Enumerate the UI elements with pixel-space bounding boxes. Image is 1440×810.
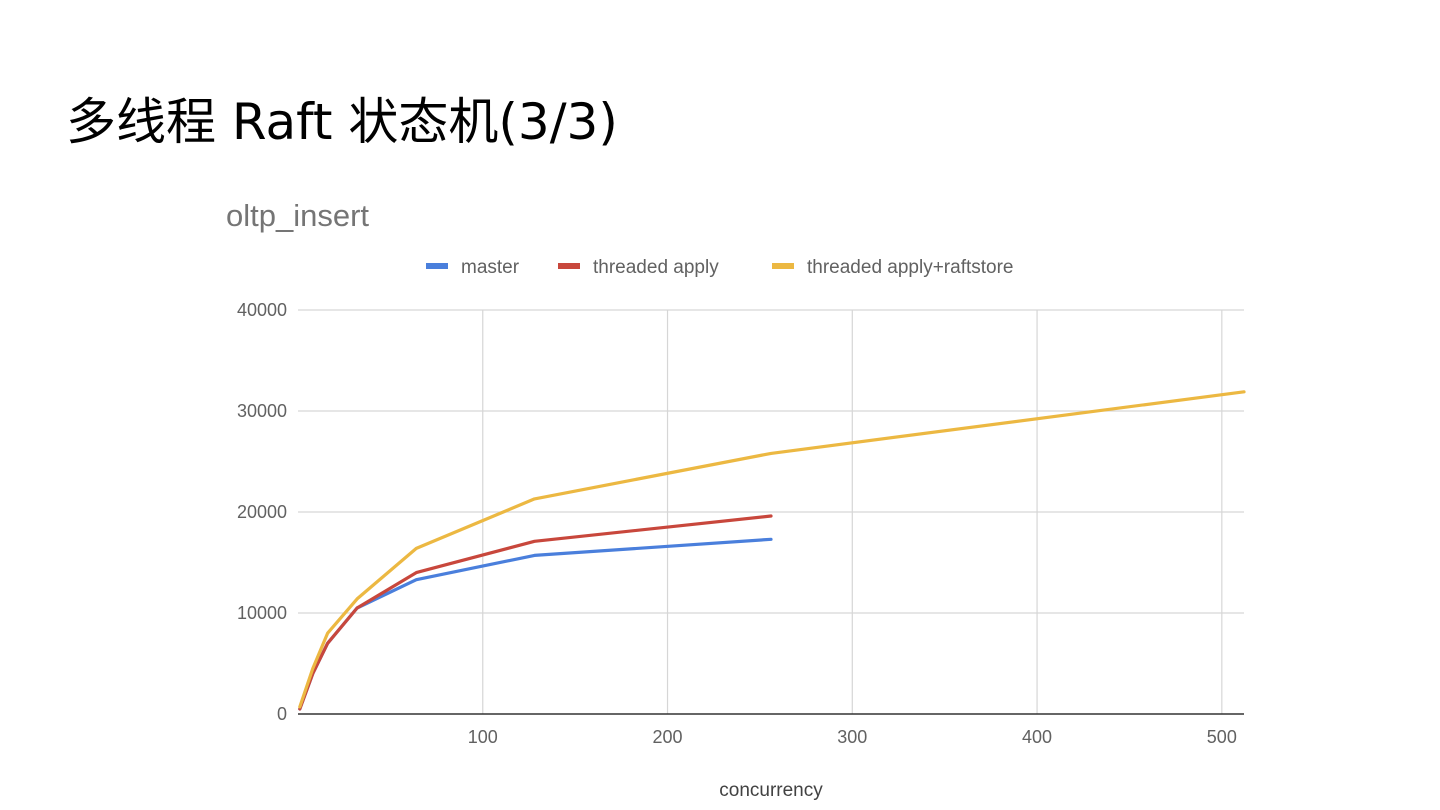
series-line-threaded-apply <box>298 514 773 711</box>
x-tick-label: 300 <box>837 727 867 747</box>
y-axis-ticks: 0 10000 20000 30000 40000 <box>237 300 287 724</box>
x-axis-label: concurrency <box>719 780 823 801</box>
y-tick-label: 40000 <box>237 300 287 320</box>
x-tick-label: 100 <box>468 727 498 747</box>
chart-title: oltp_insert <box>226 198 369 233</box>
series-line-master <box>298 537 773 711</box>
x-tick-label: 500 <box>1207 727 1237 747</box>
y-tick-label: 0 <box>277 704 287 724</box>
x-tick-label: 200 <box>653 727 683 747</box>
legend-label: threaded apply+raftstore <box>807 257 1014 278</box>
legend-swatch <box>558 263 580 269</box>
legend-swatch <box>772 263 794 269</box>
chart-legend: master threaded apply threaded apply+rafts… <box>426 257 1014 278</box>
legend-label: threaded apply <box>593 257 719 278</box>
y-tick-label: 10000 <box>237 603 287 623</box>
x-tick-label: 400 <box>1022 727 1052 747</box>
chart-series <box>298 390 1246 711</box>
chart-grid <box>298 309 1244 714</box>
series-line-threaded-apply-raftstore <box>298 390 1246 709</box>
legend-swatch <box>426 263 448 269</box>
y-tick-label: 30000 <box>237 401 287 421</box>
y-tick-label: 20000 <box>237 502 287 522</box>
x-axis-ticks: 100 200 300 400 500 <box>468 727 1237 747</box>
legend-label: master <box>461 257 520 278</box>
slide-title: 多线程 Raft 状态机(3/3) <box>66 93 618 151</box>
